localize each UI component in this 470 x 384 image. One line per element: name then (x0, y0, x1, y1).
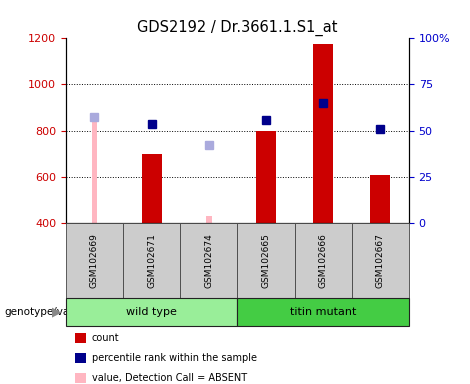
Bar (256, 131, 276, 223)
Bar (206, 216, 212, 223)
Text: value, Detection Call = ABSENT: value, Detection Call = ABSENT (92, 373, 247, 383)
Text: percentile rank within the sample: percentile rank within the sample (92, 353, 257, 363)
Text: GSM102666: GSM102666 (319, 233, 328, 288)
Text: genotype/variation: genotype/variation (5, 307, 104, 317)
Text: wild type: wild type (126, 307, 177, 317)
Text: GSM102669: GSM102669 (90, 233, 99, 288)
Bar (313, 44, 333, 223)
Title: GDS2192 / Dr.3661.1.S1_at: GDS2192 / Dr.3661.1.S1_at (137, 20, 337, 36)
Bar (92, 121, 97, 223)
Text: count: count (92, 333, 119, 343)
Bar (370, 175, 390, 223)
Bar (141, 154, 162, 223)
Text: titin mutant: titin mutant (290, 307, 356, 317)
Text: ▶: ▶ (52, 306, 61, 318)
Text: GSM102665: GSM102665 (261, 233, 270, 288)
Text: GSM102674: GSM102674 (204, 233, 213, 288)
Text: GSM102667: GSM102667 (376, 233, 385, 288)
Text: GSM102671: GSM102671 (147, 233, 156, 288)
